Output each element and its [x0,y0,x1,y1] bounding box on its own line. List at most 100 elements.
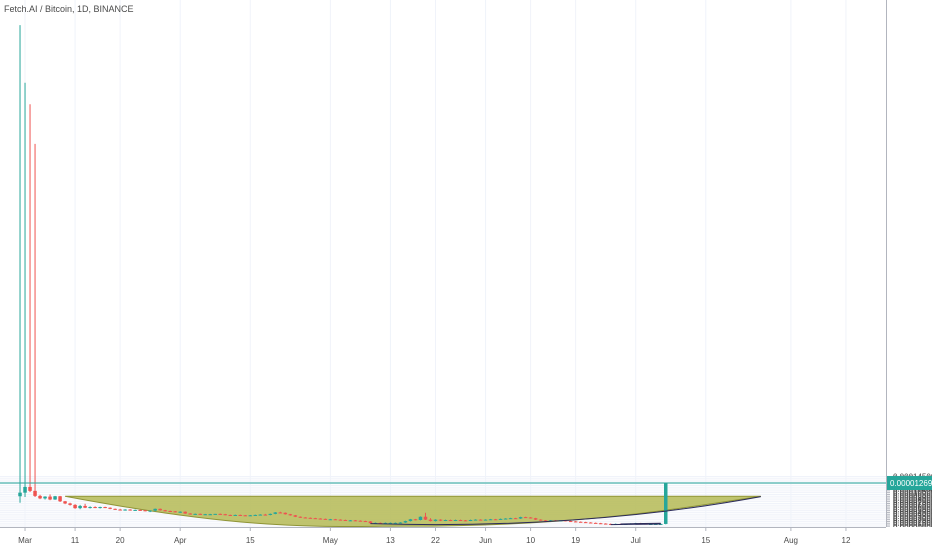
candle-body [453,519,458,521]
candle-body [358,520,363,522]
candle [408,518,413,522]
price-tick-label: 0.00002500 [893,516,932,525]
candle [593,522,598,524]
candle [323,518,328,520]
price-tick-label: 0.00002000 [893,517,932,526]
candle-body [63,501,67,504]
candle-body [58,496,62,502]
candle [253,514,258,516]
candle [488,518,493,521]
candle [438,519,443,522]
candle-body [113,508,117,510]
candle [568,520,573,523]
candle [463,519,468,522]
candle-body [463,520,468,522]
candle-body [318,518,323,520]
candle [403,520,408,523]
price-axis[interactable]: 0.000005000.000010000.000015000.00002000… [886,0,932,550]
time-tick-label: 22 [431,536,440,545]
candle-body [298,516,303,518]
time-tick-label: 15 [701,536,710,545]
candle [508,517,513,520]
price-tick-label: 0.00004000 [893,510,932,519]
candle-body [528,517,533,519]
chart-title: Fetch.AI / Bitcoin, 1D, BINANCE [4,4,134,14]
candle-body [393,522,398,524]
time-tick-label: 19 [571,536,580,545]
candle-body [313,518,318,520]
candle-body [183,511,187,514]
candle-body [143,510,147,512]
candle-body [578,521,583,523]
last-price-label: 0.00001269 [890,479,932,488]
candle-body [128,509,132,511]
candle-body [283,512,288,515]
candle-body [583,522,588,524]
candle-body [18,492,22,497]
candle-body [148,510,152,512]
candle-body [28,486,32,491]
candle [83,503,87,509]
time-tick-label: May [323,536,338,545]
candle [118,508,122,511]
candle-body [443,519,448,521]
candle [103,506,107,509]
candle-body [118,509,122,511]
candle [298,516,303,518]
candle [483,519,488,521]
candle-body [518,517,523,519]
candle [178,511,182,513]
candle-body [213,513,217,515]
price-tick-label: 0.00001500 [893,519,932,528]
candle-body [83,505,87,508]
candle [248,514,253,517]
candle-body [363,521,368,523]
candle [353,519,358,522]
candle [603,523,608,525]
time-tick-label: Jun [479,536,492,545]
candle [598,522,603,525]
candle [88,506,92,509]
candle-body [173,511,177,513]
candle-body [233,514,238,516]
candle [293,514,298,518]
candle-body [248,515,253,517]
candle-body [333,519,338,521]
time-axis[interactable]: Mar 11 20 Apr 15 May 13 22 Jun 10 19 Jul 15 Aug 12 [0,527,932,550]
candle [223,513,228,516]
candle-body [418,516,423,520]
candle-body [343,519,348,521]
price-tick-label: 0.00009500 [893,490,932,499]
candle [193,513,197,515]
candle [68,502,72,506]
candle [128,509,132,511]
candle [343,519,348,521]
candle [138,509,142,511]
candle-body [368,521,373,524]
candle-body [278,512,283,514]
candle [78,504,82,510]
candle-body [33,490,37,496]
candle-body [588,522,593,524]
candle [303,517,308,519]
candle [368,521,373,524]
candle-body [68,503,72,505]
candle [208,513,212,516]
last-price-badge [887,475,932,490]
candle [203,513,207,516]
candle-body [433,519,438,522]
trend-arc [370,496,761,526]
candle-body [543,520,548,522]
candle [578,521,583,523]
candle-body [308,517,313,519]
candle-body [508,518,513,520]
candle [243,514,248,517]
candle-body [603,523,608,525]
time-axis-bg [0,527,932,550]
candle [543,519,548,522]
candle [288,513,293,516]
candle-body [193,513,197,515]
time-tick-label: 10 [526,536,535,545]
candle [23,82,27,497]
